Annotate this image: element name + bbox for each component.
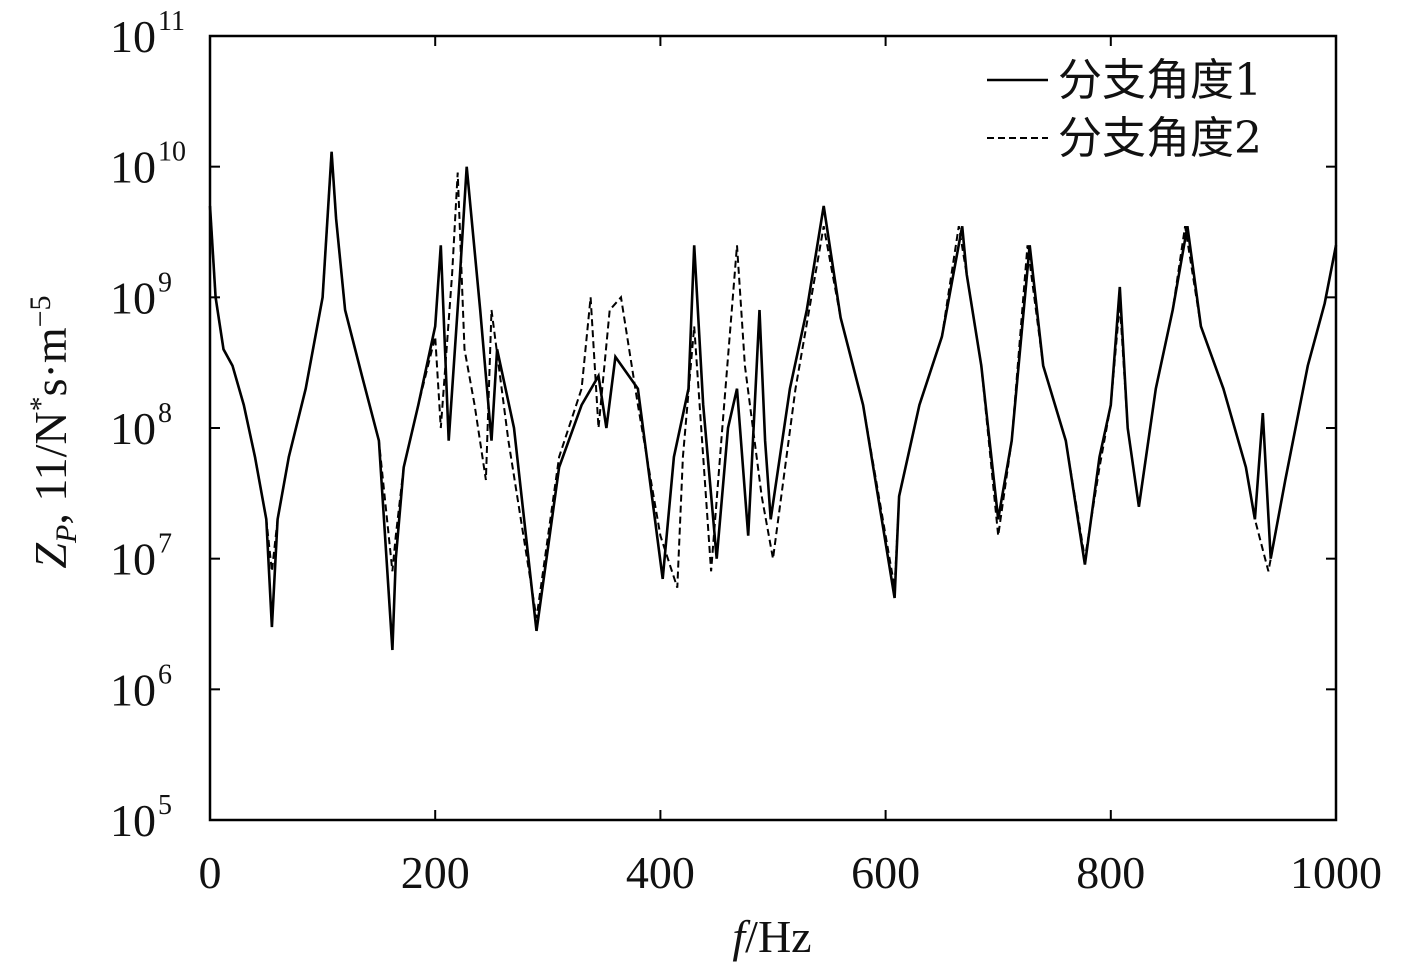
x-axis-tick-labels: 0 200 400 600 800 1000 — [199, 847, 1383, 898]
x-tick-label: 600 — [851, 847, 920, 898]
x-tick-label: 400 — [626, 847, 695, 898]
x-tick-label: 0 — [199, 847, 222, 898]
y-tick-label: 1010 — [110, 137, 186, 193]
y-tick-label: 107 — [110, 529, 172, 585]
legend-label: 分支角度1 — [1058, 55, 1262, 106]
y-axis-label: ZP, 11/N*s·m−5 — [24, 295, 83, 568]
x-tick-label: 200 — [401, 847, 470, 898]
legend-label: 分支角度2 — [1058, 113, 1262, 164]
legend: 分支角度1 分支角度2 — [987, 55, 1262, 164]
x-axis-label: f/Hz — [732, 911, 811, 962]
series-line-dashed — [209, 151, 1337, 619]
y-tick-label: 108 — [110, 398, 172, 454]
x-tick-label: 800 — [1076, 847, 1145, 898]
plot-area — [208, 34, 1338, 822]
series-line-solid — [208, 151, 1338, 651]
y-tick-label: 106 — [110, 659, 172, 715]
series-layer — [208, 151, 1338, 651]
y-tick-label: 1011 — [110, 6, 185, 62]
y-tick-label: 105 — [110, 790, 172, 846]
x-tick-label: 1000 — [1290, 847, 1382, 898]
y-tick-label: 109 — [110, 267, 172, 323]
y-axis-tick-labels: 105 106 107 108 109 1010 1011 — [110, 6, 186, 846]
x-axis-label-unit: /Hz — [745, 911, 811, 962]
